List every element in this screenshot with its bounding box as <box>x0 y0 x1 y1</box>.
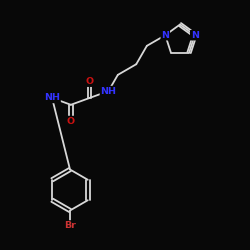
Text: NH: NH <box>100 86 116 96</box>
Text: N: N <box>191 31 199 40</box>
Text: O: O <box>67 116 75 126</box>
Text: NH: NH <box>44 94 60 102</box>
Text: N: N <box>161 31 169 40</box>
Text: O: O <box>86 77 94 86</box>
Text: Br: Br <box>64 221 76 230</box>
